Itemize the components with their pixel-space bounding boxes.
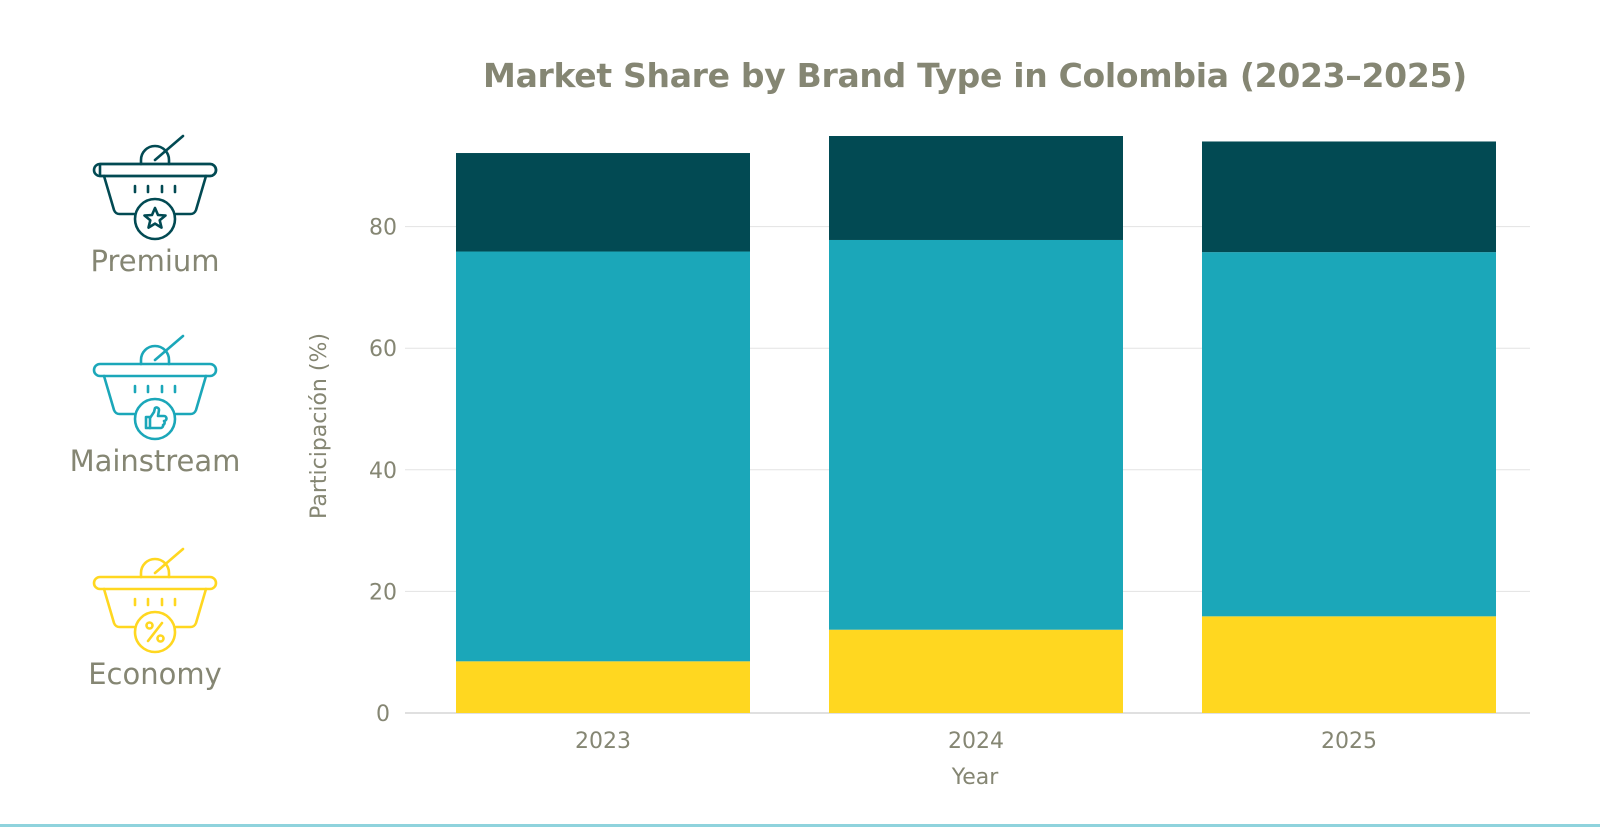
- bars: [456, 136, 1496, 713]
- bar-premium-2023: [456, 153, 750, 252]
- bar-mainstream-2025: [1202, 252, 1496, 617]
- bottom-divider: [0, 824, 1600, 827]
- bar-economy-2023: [456, 661, 750, 713]
- y-tick-labels: 0 20 40 60 80: [369, 216, 397, 727]
- bar-economy-2024: [829, 629, 1123, 713]
- y-tick-label-0: 0: [376, 702, 390, 727]
- legend-label-economy: Economy: [88, 657, 222, 691]
- y-tick-label-40: 40: [369, 459, 397, 484]
- basket-star-icon: [92, 134, 218, 241]
- x-tick-labels: 2023 2024 2025: [575, 729, 1377, 754]
- bar-mainstream-2023: [456, 251, 750, 662]
- legend-item-mainstream: Mainstream: [60, 332, 250, 478]
- bar-mainstream-2024: [829, 239, 1123, 630]
- y-axis-title: Participación (%): [307, 333, 332, 519]
- bar-premium-2025: [1202, 141, 1496, 253]
- legend-item-premium: Premium: [60, 132, 250, 278]
- bar-premium-2024: [829, 136, 1123, 240]
- x-axis-title: Year: [951, 765, 1000, 790]
- basket-percent-icon: [92, 547, 218, 654]
- basket-thumbs-up-icon: [92, 334, 218, 441]
- x-tick-label-2025: 2025: [1321, 729, 1377, 754]
- legend-item-economy: Economy: [60, 545, 250, 691]
- chart-title: Market Share by Brand Type in Colombia (…: [483, 56, 1467, 95]
- y-tick-label-20: 20: [369, 580, 397, 605]
- legend-label-mainstream: Mainstream: [69, 444, 241, 478]
- y-tick-label-60: 60: [369, 337, 397, 362]
- y-tick-label-80: 80: [369, 216, 397, 241]
- x-tick-label-2023: 2023: [575, 729, 631, 754]
- x-tick-label-2024: 2024: [948, 729, 1004, 754]
- bar-economy-2025: [1202, 616, 1496, 713]
- legend-label-premium: Premium: [90, 244, 220, 278]
